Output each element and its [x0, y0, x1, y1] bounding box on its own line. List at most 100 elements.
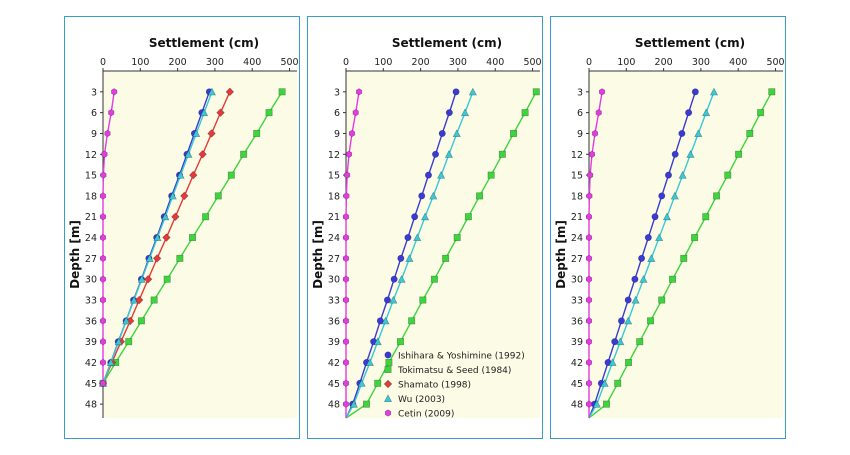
data-point [342, 234, 350, 242]
data-point [363, 400, 371, 408]
data-point [389, 295, 398, 304]
data-point [468, 87, 477, 96]
data-point [724, 171, 732, 179]
x-tick-label: 400 [729, 57, 747, 68]
data-point [374, 379, 382, 387]
data-point [424, 171, 432, 179]
data-point [694, 129, 703, 137]
data-point [106, 358, 115, 366]
data-point [357, 379, 366, 387]
data-point [126, 316, 135, 326]
data-point [616, 337, 625, 346]
data-point [152, 254, 162, 263]
y-tick-label: 30 [571, 275, 583, 286]
data-point [432, 150, 440, 158]
data-point [651, 213, 659, 221]
settlement-chart-0: Settlement (cm) Depth [m] 0 100 200 300 400 500… [68, 36, 299, 418]
data-point [143, 274, 153, 284]
data-point [669, 275, 677, 283]
data-point [108, 109, 115, 117]
data-point [150, 296, 158, 304]
y-tick-label: 45 [571, 379, 583, 390]
data-point [101, 150, 108, 158]
legend-swatch [383, 379, 393, 389]
data-point [397, 254, 405, 262]
series-wu-2003 [98, 87, 217, 387]
data-point [636, 338, 644, 346]
data-point [161, 212, 170, 221]
data-point [438, 129, 446, 137]
y-tick-label: 39 [571, 337, 583, 348]
data-point [691, 88, 699, 96]
data-point [207, 87, 217, 96]
legend-swatch [384, 409, 392, 417]
y-tick-label: 21 [571, 212, 583, 223]
data-point [137, 317, 145, 325]
data-point [344, 171, 351, 179]
plot-area [346, 71, 540, 418]
data-point [631, 295, 640, 304]
data-point [122, 316, 131, 325]
data-point [685, 109, 693, 117]
y-tick-label: 3 [334, 87, 340, 98]
chart-panel-middle: Settlement (cm) Depth [m] 0 100 200 300 400 500… [307, 16, 543, 439]
y-tick-label: 18 [85, 191, 97, 202]
y-tick-label: 12 [85, 150, 97, 161]
data-point [691, 234, 699, 242]
x-tick-label: 100 [374, 57, 392, 68]
data-point [396, 338, 404, 346]
x-tick-label: 500 [766, 57, 784, 68]
data-point [349, 399, 358, 408]
data-point [585, 338, 593, 346]
data-point [355, 88, 363, 96]
y-tick-label: 30 [85, 275, 97, 286]
plot-area [589, 71, 783, 418]
data-point [419, 296, 427, 304]
data-point [662, 212, 672, 221]
data-point [413, 233, 422, 242]
y-tick-label: 21 [328, 212, 340, 223]
y-tick-label: 24 [328, 233, 340, 244]
data-point [600, 379, 609, 387]
data-point [278, 88, 286, 96]
x-axis-title: Settlement (cm) [635, 36, 745, 50]
data-point [99, 296, 107, 304]
data-point [342, 400, 350, 408]
data-point [198, 150, 207, 159]
y-tick-label: 42 [328, 358, 340, 369]
data-point [678, 129, 686, 137]
data-point [227, 171, 235, 179]
data-point [647, 317, 655, 325]
y-tick-label: 12 [328, 150, 340, 161]
data-point [99, 275, 107, 283]
data-point [99, 379, 107, 387]
x-tick-label: 300 [206, 57, 224, 68]
data-point [585, 234, 593, 242]
y-tick-label: 9 [91, 129, 97, 140]
series-cetin-2009 [99, 88, 118, 387]
y-tick-label: 15 [571, 171, 583, 182]
data-point [342, 213, 350, 221]
y-tick-label: 45 [328, 379, 340, 390]
data-point [100, 171, 107, 179]
data-point [253, 129, 261, 137]
legend-swatch [384, 351, 392, 359]
data-point [585, 296, 593, 304]
plot-area [103, 71, 297, 418]
series-cetin-2009 [585, 88, 606, 418]
data-point [348, 129, 356, 138]
data-point [587, 171, 594, 179]
data-point [768, 88, 776, 96]
data-point [476, 192, 484, 200]
data-point [99, 234, 107, 242]
data-point [639, 274, 648, 283]
data-point [510, 129, 518, 137]
data-point [342, 296, 350, 304]
x-tick-label: 500 [523, 57, 541, 68]
data-point [670, 191, 679, 200]
data-point [452, 129, 461, 137]
series-tokimatsu-seed-1984 [588, 88, 776, 419]
data-point [171, 212, 180, 221]
data-point [189, 234, 197, 242]
x-tick-label: 200 [412, 57, 430, 68]
